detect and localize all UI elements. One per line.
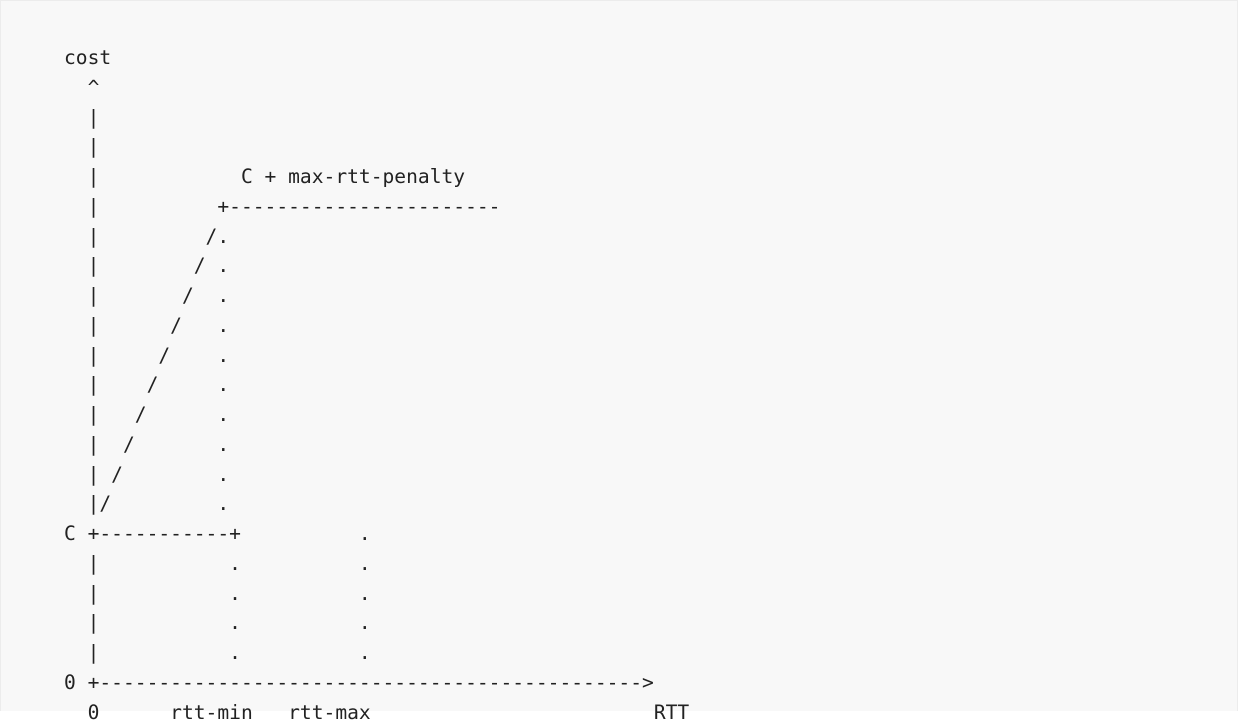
diagram-line-slope: | / . (64, 284, 230, 307)
diagram-line-slope: | / . (64, 432, 230, 456)
diagram-line-guide: | . . (64, 581, 371, 605)
diagram-line-slope: | / . (64, 462, 230, 486)
diagram-line-slope: | / . (64, 373, 230, 397)
diagram-line-y-arrow: ^ (64, 75, 100, 99)
diagram-line: | (64, 135, 100, 159)
diagram-line-base-cost: C +-----------+ . (64, 522, 371, 545)
diagram-line-plateau: | +----------------------- (64, 194, 501, 218)
diagram-line-x-axis: 0 +-------------------------------------… (64, 670, 654, 694)
diagram-line-x-axis-labels: 0 rtt-min rtt-max RTT (64, 700, 690, 724)
diagram-line-guide: | . . (64, 551, 371, 575)
diagram-line-guide: | . . (64, 641, 371, 664)
diagram-line: | (64, 105, 100, 129)
diagram-line-y-axis-label: cost (64, 46, 112, 69)
diagram-line-slope: | /. (64, 224, 230, 248)
diagram-line-slope: | / . (64, 403, 230, 426)
diagram-line-slope: | / . (64, 313, 230, 337)
diagram-line-slope: | / . (64, 343, 230, 367)
ascii-cost-diagram: cost ^ | | | C + max-rtt-penalty | +----… (64, 43, 689, 727)
diagram-line-guide: | . . (64, 611, 371, 635)
diagram-line-slope: | / . (64, 254, 230, 278)
diagram-line-plateau-label: | C + max-rtt-penalty (64, 165, 466, 188)
diagram-line-slope: |/ . (64, 492, 230, 516)
